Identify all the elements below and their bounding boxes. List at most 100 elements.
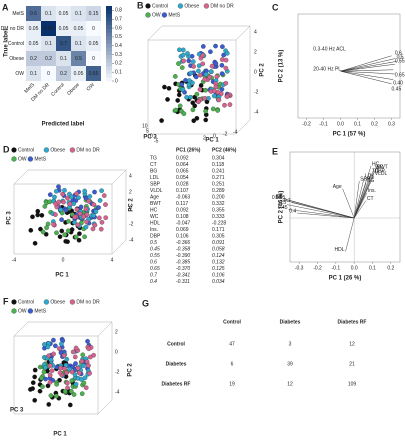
cell-value: 0.65 <box>89 71 99 77</box>
tick-label: 2 <box>254 49 257 55</box>
scatter-dot <box>222 102 227 108</box>
loading-arrow <box>340 69 394 72</box>
axis-label: PC 1 (57 %) <box>333 132 366 138</box>
row-label: OW <box>15 71 24 77</box>
table-cell: 0.125 <box>212 266 225 272</box>
axis-label: PC 3 <box>7 211 13 225</box>
scatter-dot <box>39 375 44 381</box>
table-cell: -0.370 <box>176 266 190 272</box>
table-cell: 0.069 <box>176 227 189 233</box>
scatter-dot <box>83 385 89 390</box>
axis-label: PC 1 <box>55 273 69 279</box>
loading-label: 0.7 <box>284 198 291 204</box>
loading-label: 0.3-40 Hz ACL <box>313 47 346 53</box>
scatter-dot <box>51 351 56 357</box>
col-label: Control <box>50 82 66 98</box>
scatter-dot <box>77 211 83 217</box>
scatter-dot <box>80 352 86 358</box>
table-cell: 0.106 <box>212 272 225 278</box>
scatter-dot <box>43 365 48 370</box>
table-header: Control <box>223 319 241 325</box>
table-cell: -0.341 <box>176 272 190 278</box>
panel-letter: B <box>137 0 144 10</box>
scatter-dot <box>51 337 56 343</box>
loading-label: 0.5 <box>397 55 404 61</box>
scatter-dot <box>77 231 82 237</box>
matrix-cell <box>71 51 86 66</box>
tick-label: -4 <box>129 237 134 243</box>
x-tick-label: 0.0 <box>351 265 358 271</box>
matrix-cell <box>86 6 101 21</box>
scatter-dot <box>37 388 43 394</box>
scatter-dot <box>185 51 190 56</box>
cell-value: 0.1 <box>45 41 52 47</box>
colorbar-step <box>106 66 112 71</box>
table-cell: 21 <box>349 361 355 367</box>
scatter-dot <box>39 213 45 218</box>
matrix-cell <box>86 36 101 51</box>
scatter-dot <box>81 214 86 220</box>
scatter-dot <box>184 94 189 100</box>
scatter-dot <box>180 52 186 58</box>
row-label: DM no DR <box>1 26 25 32</box>
loading-label: 0.55 <box>395 59 405 65</box>
tick-label: -2 <box>129 221 134 227</box>
legend-label: Obese <box>50 147 65 153</box>
legend-marker <box>43 299 50 305</box>
scatter-dot <box>209 63 215 69</box>
panel-letter: E <box>272 146 278 156</box>
cell-value: 0.1 <box>60 56 67 62</box>
scatter-dot <box>92 222 98 228</box>
axis-label: PC 2 (46 %) <box>279 191 285 224</box>
legend-label: DM no DR <box>210 3 234 9</box>
loading-label: Age <box>333 184 342 190</box>
scatter-dot <box>64 380 70 386</box>
scatter-dot <box>177 103 183 109</box>
scatter-dot <box>47 192 53 198</box>
scatter-dot <box>193 74 199 80</box>
scatter-dot <box>28 387 33 392</box>
table-cell: 0.091 <box>212 240 225 246</box>
matrix-cell <box>41 66 56 81</box>
table-cell: 12 <box>349 341 355 347</box>
scatter-dot <box>213 61 219 66</box>
legend-marker <box>11 308 17 314</box>
loading-arrow <box>297 212 355 219</box>
scatter-dot <box>194 91 200 97</box>
matrix-cell <box>56 6 71 21</box>
cube-edge <box>111 239 127 255</box>
colorbar-step <box>106 43 112 48</box>
matrix-cell <box>71 6 86 21</box>
scatter-dot <box>73 361 78 366</box>
scatter-dot <box>162 84 167 90</box>
scatter-dot <box>219 86 225 92</box>
loading-label: SBP <box>360 177 371 183</box>
table-cell: 0.200 <box>212 194 225 200</box>
scatter-dot <box>210 106 216 112</box>
legend-marker <box>69 147 76 153</box>
scatter-dot <box>91 213 96 218</box>
axis-label: PC 1 <box>53 432 67 438</box>
table-cell: CT <box>150 162 157 168</box>
scatter-dot <box>67 402 73 408</box>
colorbar-label: 0.8 <box>115 8 122 14</box>
table-cell: 47 <box>229 341 235 347</box>
scatter-dot <box>190 59 196 64</box>
table-cell: LDL <box>150 175 159 181</box>
tick-label: 0 <box>115 349 118 355</box>
colorbar-label: 0.2 <box>115 61 122 67</box>
scatter-dot <box>202 96 208 101</box>
table-cell: 6 <box>231 361 234 367</box>
scatter-dot <box>92 189 97 195</box>
row-label: Diabetes <box>166 361 187 367</box>
scatter-dot <box>73 234 79 240</box>
scatter-dot <box>54 382 60 387</box>
scatter-dot <box>42 342 47 347</box>
table-cell: -0.063 <box>176 194 190 200</box>
table-cell: 12 <box>287 381 293 387</box>
legend-label: MetS <box>168 12 180 18</box>
colorbar-step <box>106 21 112 26</box>
scatter-dot <box>32 397 38 403</box>
tick-label: 0 <box>213 133 216 139</box>
scatter-dot <box>53 188 59 194</box>
